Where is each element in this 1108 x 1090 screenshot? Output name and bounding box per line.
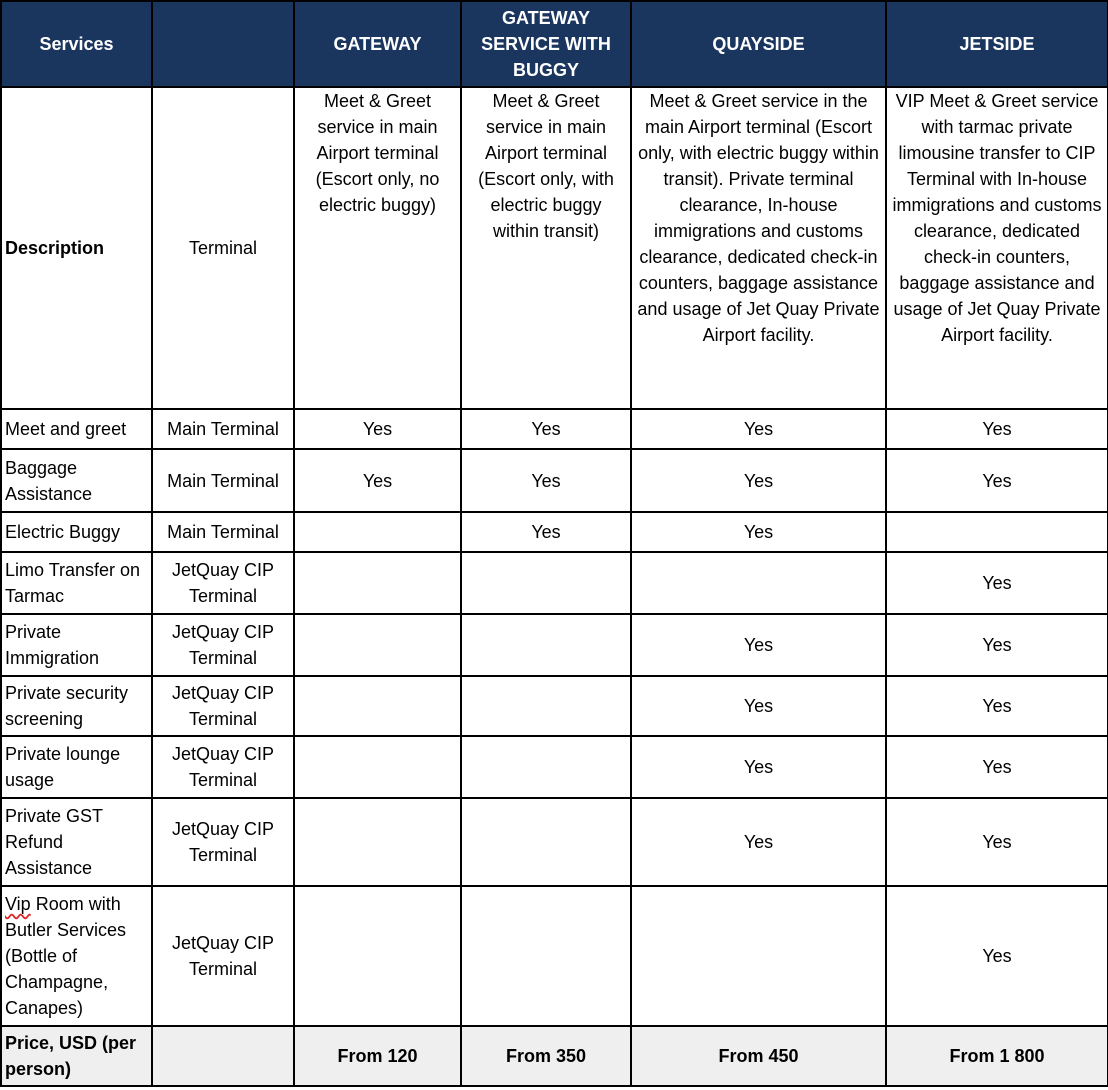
gateway-cell (293, 613, 462, 677)
gateway-buggy-cell (460, 675, 632, 737)
quayside-cell: Yes (630, 448, 887, 513)
service-label: Electric Buggy (0, 511, 153, 553)
location-cell: Terminal (151, 86, 295, 410)
service-label: Price, USD (per person) (0, 1025, 153, 1087)
location-cell: Main Terminal (151, 511, 295, 553)
table-row: Limo Transfer on Tarmac JetQuay CIP Termi… (0, 551, 1108, 615)
table-row: Private Immigration JetQuay CIP Terminal Y… (0, 613, 1108, 677)
gateway-buggy-cell (460, 797, 632, 887)
header-location (151, 0, 295, 88)
jetside-cell: Yes (885, 797, 1108, 887)
gateway-cell: Yes (293, 448, 462, 513)
gateway-buggy-cell (460, 551, 632, 615)
jetside-cell: Yes (885, 448, 1108, 513)
location-cell: JetQuay CIP Terminal (151, 735, 295, 799)
header-gateway: GATEWAY (293, 0, 462, 88)
quayside-cell: Yes (630, 613, 887, 677)
service-label: Baggage Assistance (0, 448, 153, 513)
header-row: Services GATEWAY GATEWAY SERVICE WITH BU… (0, 0, 1108, 88)
price-row: Price, USD (per person) From 120 From 350 F… (0, 1025, 1108, 1087)
gateway-cell: From 120 (293, 1025, 462, 1087)
quayside-cell (630, 885, 887, 1027)
gateway-buggy-cell (460, 735, 632, 799)
gateway-cell (293, 551, 462, 615)
gateway-cell: Yes (293, 408, 462, 450)
quayside-cell: From 450 (630, 1025, 887, 1087)
service-label: Vip Room with Butler Services (Bottle of… (0, 885, 153, 1027)
table-row: Private GST Refund Assistance JetQuay CIP… (0, 797, 1108, 887)
quayside-cell: Yes (630, 797, 887, 887)
quayside-cell (630, 551, 887, 615)
service-label-misspelled-word: Vip (5, 894, 31, 914)
jetside-cell: Yes (885, 613, 1108, 677)
location-cell: JetQuay CIP Terminal (151, 675, 295, 737)
jetside-cell (885, 511, 1108, 553)
table-row: Private security screening JetQuay CIP Te… (0, 675, 1108, 737)
header-services: Services (0, 0, 153, 88)
jetside-cell: Yes (885, 885, 1108, 1027)
gateway-cell (293, 797, 462, 887)
gateway-buggy-cell: Yes (460, 408, 632, 450)
header-jetside: JETSIDE (885, 0, 1108, 88)
table-row: Electric Buggy Main Terminal Yes Yes (0, 511, 1108, 553)
service-label: Private security screening (0, 675, 153, 737)
gateway-cell (293, 675, 462, 737)
location-cell: Main Terminal (151, 408, 295, 450)
location-cell: JetQuay CIP Terminal (151, 885, 295, 1027)
quayside-cell: Yes (630, 511, 887, 553)
service-label: Private GST Refund Assistance (0, 797, 153, 887)
table-row: Meet and greet Main Terminal Yes Yes Yes Yes (0, 408, 1108, 450)
service-label: Private lounge usage (0, 735, 153, 799)
location-cell: Main Terminal (151, 448, 295, 513)
quayside-cell: Yes (630, 408, 887, 450)
jetside-cell: VIP Meet & Greet service with tarmac pri… (885, 86, 1108, 410)
location-cell (151, 1025, 295, 1087)
jetside-cell: From 1 800 (885, 1025, 1108, 1087)
gateway-cell (293, 511, 462, 553)
gateway-cell: Meet & Greet service in main Airport ter… (293, 86, 462, 410)
location-cell: JetQuay CIP Terminal (151, 551, 295, 615)
gateway-cell (293, 885, 462, 1027)
service-label: Limo Transfer on Tarmac (0, 551, 153, 615)
service-label: Meet and greet (0, 408, 153, 450)
gateway-buggy-cell: From 350 (460, 1025, 632, 1087)
location-cell: JetQuay CIP Terminal (151, 797, 295, 887)
quayside-cell: Meet & Greet service in the main Airport… (630, 86, 887, 410)
service-label: Description (0, 86, 153, 410)
jetside-cell: Yes (885, 675, 1108, 737)
gateway-buggy-cell: Yes (460, 511, 632, 553)
description-row: Description Terminal Meet & Greet service … (0, 86, 1108, 410)
gateway-cell (293, 735, 462, 799)
header-quayside: QUAYSIDE (630, 0, 887, 88)
gateway-buggy-cell (460, 613, 632, 677)
jetside-cell: Yes (885, 735, 1108, 799)
table-row: Baggage Assistance Main Terminal Yes Yes Yes… (0, 448, 1108, 513)
service-label-rest: Room with Butler Services (Bottle of Cha… (5, 894, 127, 1018)
table-row: Private lounge usage JetQuay CIP Terminal… (0, 735, 1108, 799)
header-gateway-buggy: GATEWAY SERVICE WITH BUGGY (460, 0, 632, 88)
gateway-buggy-cell (460, 885, 632, 1027)
jetside-cell: Yes (885, 551, 1108, 615)
quayside-cell: Yes (630, 735, 887, 799)
gateway-buggy-cell: Yes (460, 448, 632, 513)
service-label: Private Immigration (0, 613, 153, 677)
table-row: Vip Room with Butler Services (Bottle of… (0, 885, 1108, 1027)
gateway-buggy-cell: Meet & Greet service in main Airport ter… (460, 86, 632, 410)
jetside-cell: Yes (885, 408, 1108, 450)
location-cell: JetQuay CIP Terminal (151, 613, 295, 677)
quayside-cell: Yes (630, 675, 887, 737)
